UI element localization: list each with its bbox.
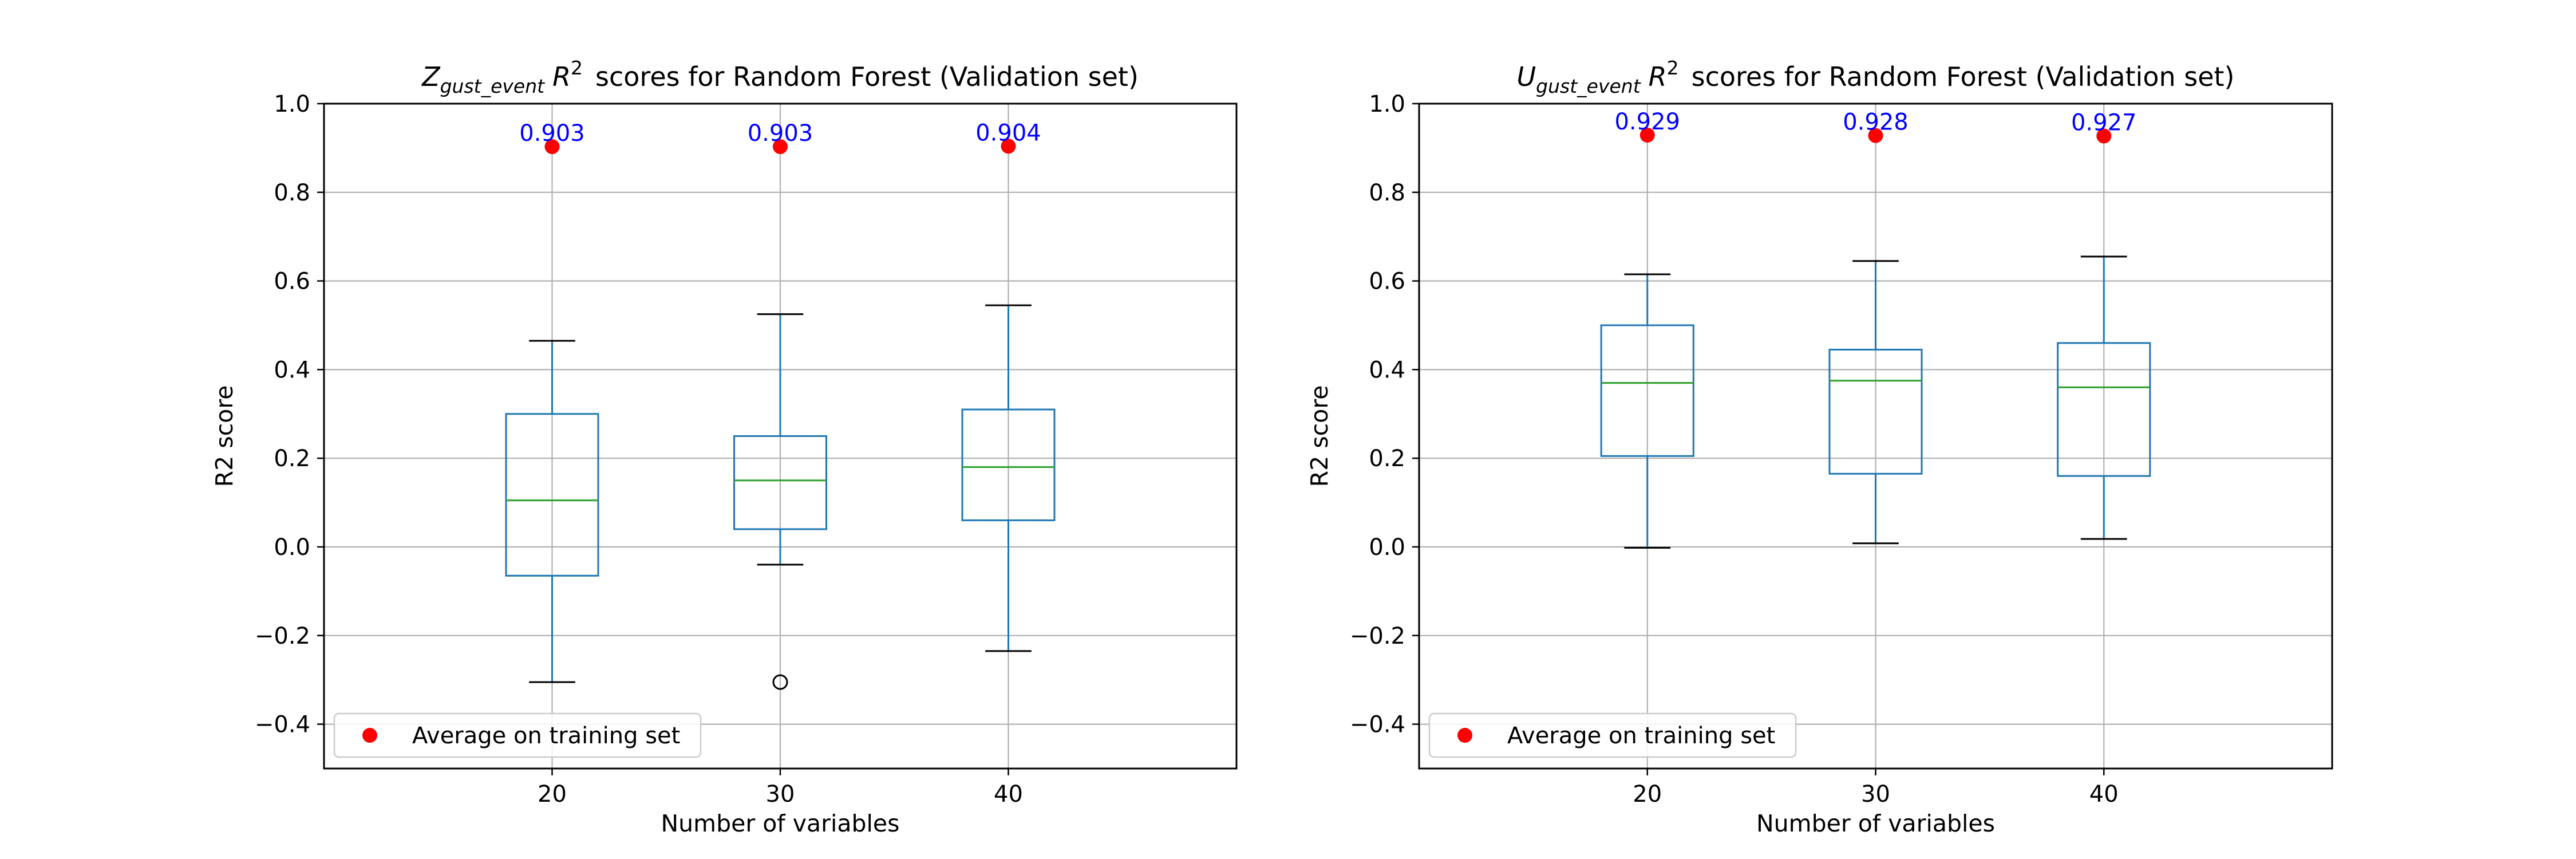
y-tick-label: 0.4 [1369, 357, 1405, 383]
outlier-point [772, 674, 788, 690]
x-tick-label: 20 [1633, 781, 1662, 807]
y-tick-label: 0.6 [1369, 269, 1405, 295]
title-exponent: 2 [571, 57, 583, 79]
iqr-box [733, 435, 827, 530]
iqr-box [1828, 349, 1923, 475]
training-average-label: 0.929 [1614, 109, 1680, 135]
chart-title: Ugust_event R2 scores for Random Forest (V… [1516, 57, 2234, 97]
legend-label: Average on training set [1507, 723, 1775, 749]
box-40 [961, 304, 1056, 652]
y-tick-label: −0.4 [255, 712, 310, 738]
x-tick-label: 30 [766, 781, 795, 807]
title-subscript: gust_event [1536, 75, 1641, 97]
box-30 [1828, 260, 1923, 545]
training-average-label: 0.928 [1843, 109, 1909, 136]
y-tick-label: 0.4 [274, 357, 310, 383]
training-average-point [773, 139, 788, 155]
chart-panels: 0.903 0.903 0.904 −0.4 −0.2 0.0 0.2 0.4 0.6 0.8 1.… [211, 57, 2333, 837]
training-average-point [544, 139, 560, 155]
iqr-box [2057, 342, 2151, 477]
y-tick-label: 0.8 [274, 180, 310, 206]
box-40 [2057, 255, 2151, 540]
legend-marker [362, 728, 377, 743]
x-tick-label: 40 [994, 781, 1023, 807]
y-axis-label: R2 score [211, 385, 238, 487]
legend: Average on training set [333, 712, 702, 758]
title-subscript: gust_event [440, 75, 546, 97]
y-tick-label: −0.4 [1350, 712, 1405, 738]
training-average-point [1639, 127, 1655, 143]
title-variable: U [1516, 61, 1536, 92]
title-metric: R [552, 61, 571, 92]
box-30 [733, 313, 827, 690]
legend-label: Average on training set [412, 723, 680, 749]
training-average-point [1001, 139, 1016, 154]
y-tick-label: 0.0 [1369, 534, 1405, 561]
y-tick-label: 1.0 [1369, 91, 1405, 117]
training-average-label: 0.903 [519, 120, 585, 147]
legend-box [333, 712, 702, 758]
y-axis-label: R2 score [1306, 385, 1333, 487]
y-tick-label: 0.6 [274, 269, 310, 295]
box-20 [505, 340, 599, 683]
legend-box [1428, 712, 1797, 758]
y-tick-label: 0.2 [1369, 446, 1405, 472]
box-20 [1600, 273, 1694, 549]
iqr-box [505, 413, 599, 577]
y-tick-label: 1.0 [274, 91, 310, 117]
y-tick-label: −0.2 [1350, 623, 1405, 649]
title-rest: scores for Random Forest (Validation set… [595, 61, 1139, 92]
x-axis-label: Number of variables [661, 810, 899, 837]
iqr-box [961, 408, 1056, 522]
training-average-label: 0.903 [748, 120, 813, 147]
chart-panel-1: 0.903 0.903 0.904 −0.4 −0.2 0.0 0.2 0.4 0.6 0.8 1.… [211, 57, 1238, 837]
title-variable: Z [421, 61, 441, 92]
training-average-label: 0.927 [2071, 110, 2137, 136]
x-tick-label: 20 [538, 781, 567, 807]
y-tick-label: 0.2 [274, 446, 310, 472]
x-axis-label: Number of variables [1756, 810, 1995, 837]
title-metric: R [1649, 61, 1667, 92]
y-tick-label: 0.0 [274, 534, 310, 561]
training-average-point [1868, 128, 1883, 143]
legend: Average on training set [1428, 712, 1797, 758]
chart-title: Zgust_event R2 scores for Random Forest (V… [421, 57, 1139, 97]
x-tick-label: 40 [2089, 781, 2119, 807]
title-exponent: 2 [1667, 57, 1679, 79]
y-tick-label: −0.2 [255, 623, 310, 649]
chart-panel-2: 0.929 0.928 0.927 −0.4 −0.2 0.0 0.2 0.4 0.6 0.8 1.… [1306, 57, 2333, 837]
y-tick-label: 0.8 [1369, 180, 1405, 206]
iqr-box [1600, 324, 1694, 457]
legend-marker [1457, 728, 1472, 743]
title-rest: scores for Random Forest (Validation set… [1692, 61, 2235, 92]
training-average-point [2096, 128, 2112, 144]
training-average-label: 0.904 [975, 120, 1041, 146]
x-tick-label: 30 [1861, 781, 1890, 807]
